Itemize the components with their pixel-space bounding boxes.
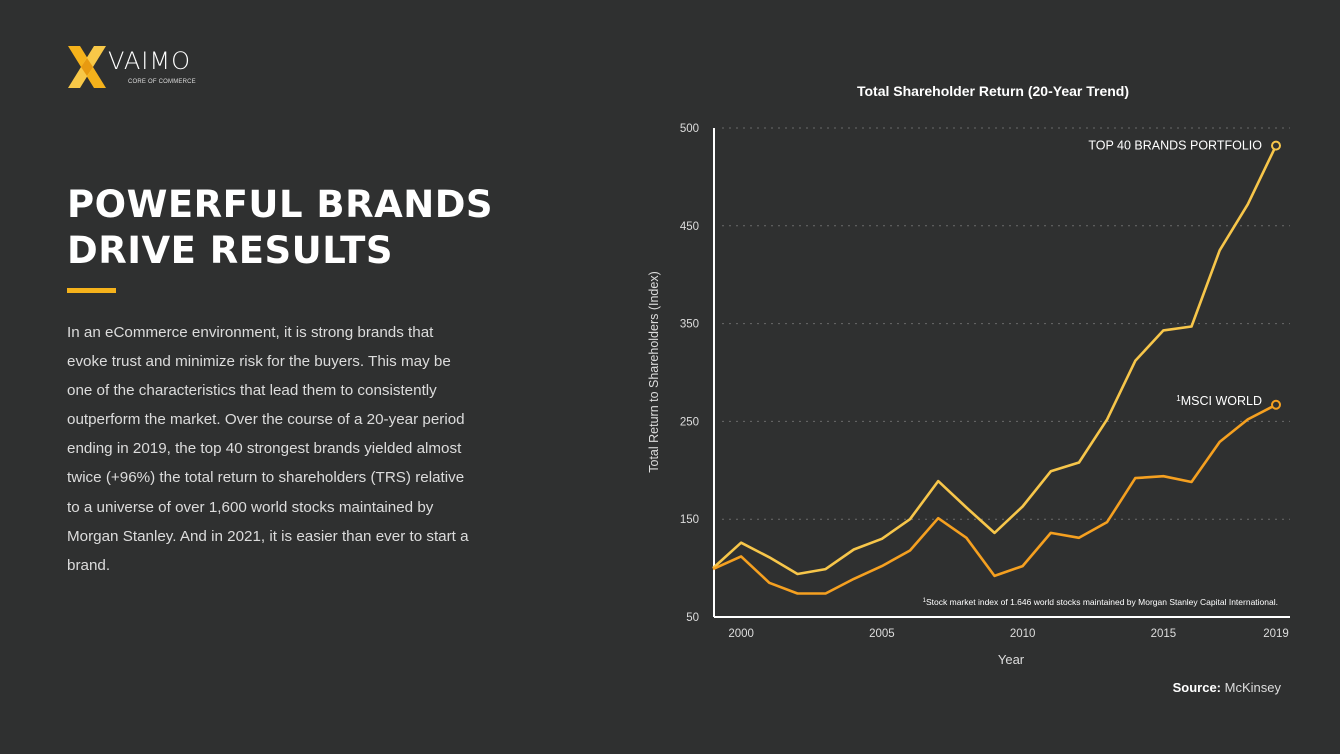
source-value: McKinsey bbox=[1224, 680, 1281, 695]
source-label: Source: bbox=[1172, 680, 1222, 695]
x-axis-title: Year bbox=[998, 652, 1025, 667]
page-title: POWERFUL BRANDS DRIVE RESULTS bbox=[67, 182, 517, 274]
x-tick-label: 2010 bbox=[1010, 628, 1036, 640]
y-tick-label: 450 bbox=[680, 221, 699, 233]
y-tick-label: 50 bbox=[686, 612, 699, 624]
logo-x-icon bbox=[68, 46, 106, 88]
vaimo-logo: VAIMO CORE OF COMMERCE bbox=[66, 44, 216, 90]
series-line-msci bbox=[712, 403, 1277, 595]
series-label: TOP 40 BRANDS PORTFOLIO bbox=[1088, 139, 1262, 153]
x-tick-label: 2019 bbox=[1263, 628, 1289, 640]
logo-tagline: CORE OF COMMERCE bbox=[128, 79, 196, 85]
y-tick-label: 350 bbox=[680, 319, 699, 331]
title-line-2: DRIVE RESULTS bbox=[67, 229, 394, 272]
series-endpoint-marker bbox=[1271, 140, 1281, 151]
source-note: Source: McKinsey bbox=[1173, 680, 1281, 695]
x-tick-label: 2000 bbox=[728, 628, 754, 640]
body-paragraph: In an eCommerce environment, it is stron… bbox=[67, 324, 469, 574]
series-label: 1MSCI WORLD bbox=[1176, 394, 1262, 408]
logo-wordmark: VAIMO bbox=[108, 47, 191, 75]
x-tick-label: 2015 bbox=[1151, 628, 1177, 640]
chart-title: Total Shareholder Return (20-Year Trend) bbox=[857, 83, 1129, 99]
series-endpoint-marker bbox=[1271, 399, 1281, 410]
title-line-1: POWERFUL BRANDS bbox=[67, 183, 494, 226]
chart-footnote: 1Stock market index of 1.646 world stock… bbox=[923, 597, 1278, 607]
title-underline bbox=[67, 288, 116, 293]
series-line-top40 bbox=[712, 145, 1278, 576]
y-axis-title: Total Return to Shareholders (Index) bbox=[647, 271, 661, 473]
y-tick-label: 150 bbox=[680, 514, 699, 526]
x-tick-label: 2005 bbox=[869, 628, 895, 640]
y-tick-label: 250 bbox=[680, 416, 699, 428]
y-tick-label: 500 bbox=[680, 123, 699, 135]
